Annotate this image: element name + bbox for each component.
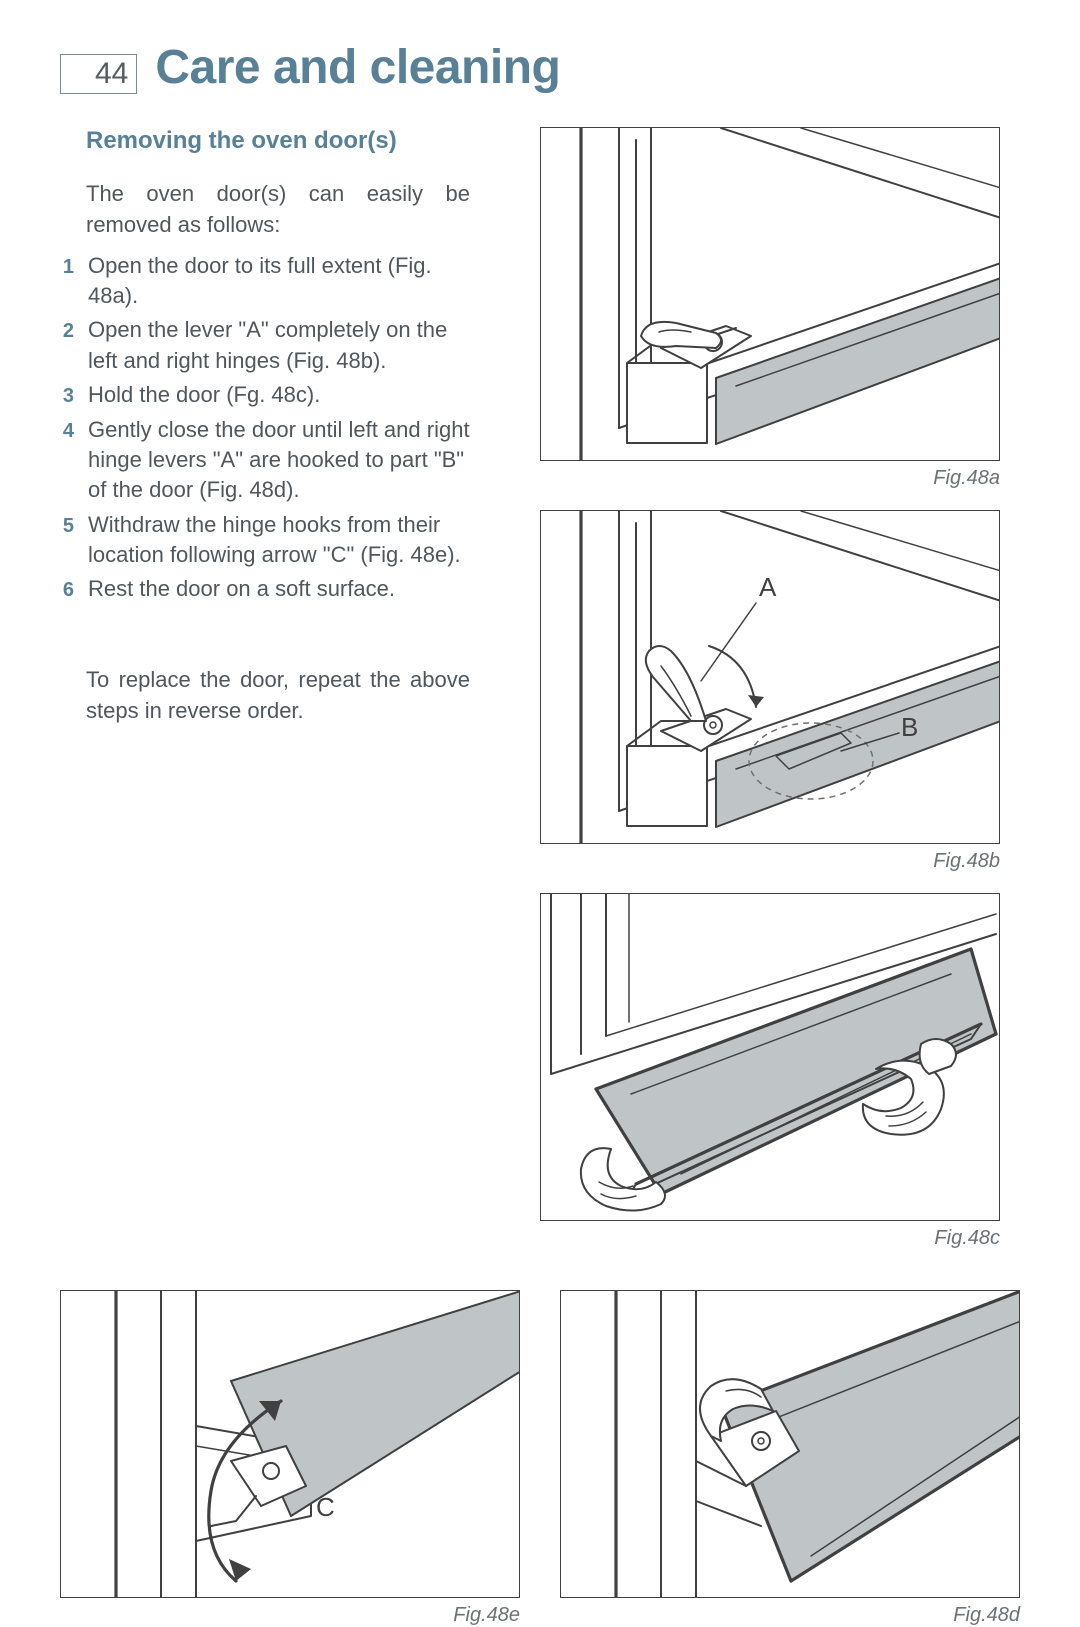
figure-48b-label-a: A (759, 572, 777, 602)
figure-48d: Fig.48d (560, 1290, 1020, 1627)
figure-48d-box (560, 1290, 1020, 1598)
figure-48b-caption: Fig.48b (540, 850, 1000, 873)
page-title: Care and cleaning (155, 40, 560, 95)
intro-paragraph: The oven door(s) can easily be removed a… (86, 179, 470, 241)
content-row: Removing the oven door(s) The oven door(… (60, 127, 1000, 1270)
figure-48a-svg (541, 128, 1000, 461)
outro-paragraph: To replace the door, repeat the above st… (86, 665, 470, 727)
page-header: 44 Care and cleaning (60, 40, 1000, 95)
figure-48c-box (540, 893, 1000, 1221)
step-item: Open the door to its full extent (Fig. 4… (60, 251, 470, 312)
page-number: 44 (95, 55, 128, 93)
page-number-box: 44 (60, 54, 137, 94)
figure-48e-box: C (60, 1290, 520, 1598)
step-text: Hold the door (Fg. 48c). (88, 380, 470, 410)
figure-48e: C Fig.48e (60, 1290, 520, 1627)
figure-48d-svg (561, 1291, 1020, 1598)
figure-48c: Fig.48c (540, 893, 1000, 1250)
bottom-figure-row: C Fig.48e (60, 1290, 1000, 1627)
figure-48e-svg: C (61, 1291, 520, 1598)
step-text: Gently close the door until left and rig… (88, 415, 470, 506)
step-text: Withdraw the hinge hooks from their loca… (88, 510, 470, 571)
figure-48d-caption: Fig.48d (560, 1604, 1020, 1627)
figure-48a: Fig.48a (540, 127, 1000, 490)
step-item: Hold the door (Fg. 48c). (60, 380, 470, 411)
section-subheading: Removing the oven door(s) (86, 127, 470, 155)
step-text: Open the door to its full extent (Fig. 4… (88, 251, 470, 312)
page: 44 Care and cleaning Removing the oven d… (0, 0, 1080, 1532)
figure-48c-caption: Fig.48c (540, 1227, 1000, 1250)
step-item: Gently close the door until left and rig… (60, 415, 470, 506)
figure-48b-svg: A B (541, 511, 1000, 844)
text-column: Removing the oven door(s) The oven door(… (60, 127, 470, 1270)
figure-48b-box: A B (540, 510, 1000, 844)
step-text: Open the lever "A" completely on the lef… (88, 315, 470, 376)
figure-column: Fig.48a (540, 127, 1000, 1270)
figure-48b: A B Fig.48b (540, 510, 1000, 873)
step-text: Rest the door on a soft surface. (88, 574, 470, 604)
figure-48e-caption: Fig.48e (60, 1604, 520, 1627)
figure-48c-svg (541, 894, 1000, 1221)
step-item: Withdraw the hinge hooks from their loca… (60, 510, 470, 571)
figure-48a-caption: Fig.48a (540, 467, 1000, 490)
step-item: Open the lever "A" completely on the lef… (60, 315, 470, 376)
steps-list: Open the door to its full extent (Fig. 4… (60, 251, 470, 605)
figure-48b-label-b: B (901, 712, 918, 742)
figure-48a-box (540, 127, 1000, 461)
step-item: Rest the door on a soft surface. (60, 574, 470, 605)
figure-48e-label-c: C (316, 1492, 335, 1522)
